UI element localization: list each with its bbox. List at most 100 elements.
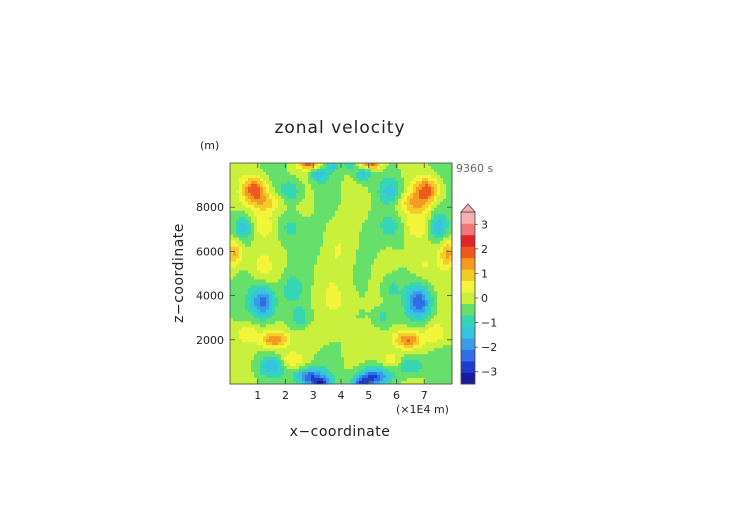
- field-cell: [338, 324, 342, 328]
- field-cell: [374, 213, 378, 218]
- field-cell: [383, 171, 387, 176]
- field-cell: [356, 321, 360, 325]
- field-cell: [257, 180, 261, 185]
- field-cell: [380, 357, 384, 361]
- field-cell: [443, 180, 447, 185]
- field-cell: [425, 345, 429, 349]
- field-cell: [344, 294, 348, 298]
- field-cell: [416, 207, 420, 212]
- field-cell: [266, 261, 270, 265]
- field-cell: [233, 210, 237, 215]
- field-cell: [431, 285, 435, 289]
- field-cell: [404, 324, 408, 328]
- field-cell: [326, 207, 330, 212]
- field-cell: [245, 165, 249, 170]
- y-unit-label: (m): [200, 139, 219, 152]
- field-cell: [239, 315, 243, 319]
- field-cell: [359, 237, 363, 242]
- field-cell: [395, 354, 399, 358]
- field-cell: [257, 342, 261, 346]
- field-cell: [257, 261, 261, 265]
- field-cell: [380, 231, 384, 236]
- field-cell: [254, 267, 258, 271]
- field-cell: [302, 234, 306, 239]
- field-cell: [392, 234, 396, 239]
- field-cell: [365, 249, 369, 253]
- field-cell: [272, 195, 276, 200]
- field-cell: [347, 348, 351, 352]
- field-cell: [308, 237, 312, 242]
- field-cell: [443, 165, 447, 170]
- field-cell: [437, 225, 441, 230]
- field-cell: [374, 180, 378, 185]
- field-cell: [245, 315, 249, 319]
- field-cell: [311, 231, 315, 236]
- field-cell: [320, 321, 324, 325]
- field-cell: [260, 303, 264, 307]
- field-cell: [275, 222, 279, 227]
- field-cell: [419, 177, 423, 182]
- field-cell: [425, 177, 429, 182]
- field-cell: [410, 234, 414, 239]
- field-cell: [305, 246, 309, 251]
- field-cell: [239, 177, 243, 182]
- field-cell: [374, 225, 378, 230]
- field-cell: [317, 201, 321, 206]
- field-cell: [329, 282, 333, 286]
- field-cell: [347, 273, 351, 277]
- field-cell: [425, 276, 429, 280]
- field-cell: [440, 234, 444, 239]
- field-cell: [335, 345, 339, 349]
- field-cell: [275, 219, 279, 224]
- field-cell: [317, 258, 321, 262]
- field-cell: [380, 336, 384, 340]
- field-cell: [251, 282, 255, 286]
- field-cell: [356, 174, 360, 179]
- field-cell: [269, 163, 273, 167]
- field-cell: [347, 294, 351, 298]
- field-cell: [377, 315, 381, 319]
- field-cell: [278, 174, 282, 179]
- field-cell: [350, 249, 354, 253]
- field-cell: [248, 363, 252, 367]
- field-cell: [245, 180, 249, 185]
- field-cell: [299, 186, 303, 191]
- field-cell: [242, 252, 246, 256]
- field-cell: [290, 321, 294, 325]
- field-cell: [359, 333, 363, 337]
- field-cell: [269, 255, 273, 259]
- field-cell: [386, 312, 390, 316]
- field-cell: [281, 210, 285, 215]
- field-cell: [236, 267, 240, 271]
- field-cell: [449, 312, 453, 316]
- field-cell: [269, 183, 273, 188]
- field-cell: [275, 267, 279, 271]
- field-cell: [242, 357, 246, 361]
- field-cell: [287, 357, 291, 361]
- field-cell: [353, 189, 357, 194]
- field-cell: [305, 216, 309, 221]
- field-cell: [329, 357, 333, 361]
- field-cell: [335, 252, 339, 256]
- field-cell: [383, 297, 387, 301]
- field-cell: [386, 234, 390, 239]
- field-cell: [308, 174, 312, 179]
- field-cell: [248, 261, 252, 265]
- field-cell: [242, 285, 246, 289]
- field-cell: [392, 192, 396, 197]
- field-cell: [284, 327, 288, 331]
- field-cell: [374, 333, 378, 337]
- field-cell: [428, 351, 432, 355]
- field-cell: [332, 336, 336, 340]
- field-cell: [359, 183, 363, 188]
- field-cell: [410, 261, 414, 265]
- field-cell: [443, 348, 447, 352]
- field-cell: [257, 207, 261, 212]
- field-cell: [311, 351, 315, 355]
- field-cell: [338, 186, 342, 191]
- field-cell: [395, 231, 399, 236]
- field-cell: [419, 219, 423, 224]
- field-cell: [380, 339, 384, 343]
- field-cell: [317, 252, 321, 256]
- field-cell: [377, 228, 381, 233]
